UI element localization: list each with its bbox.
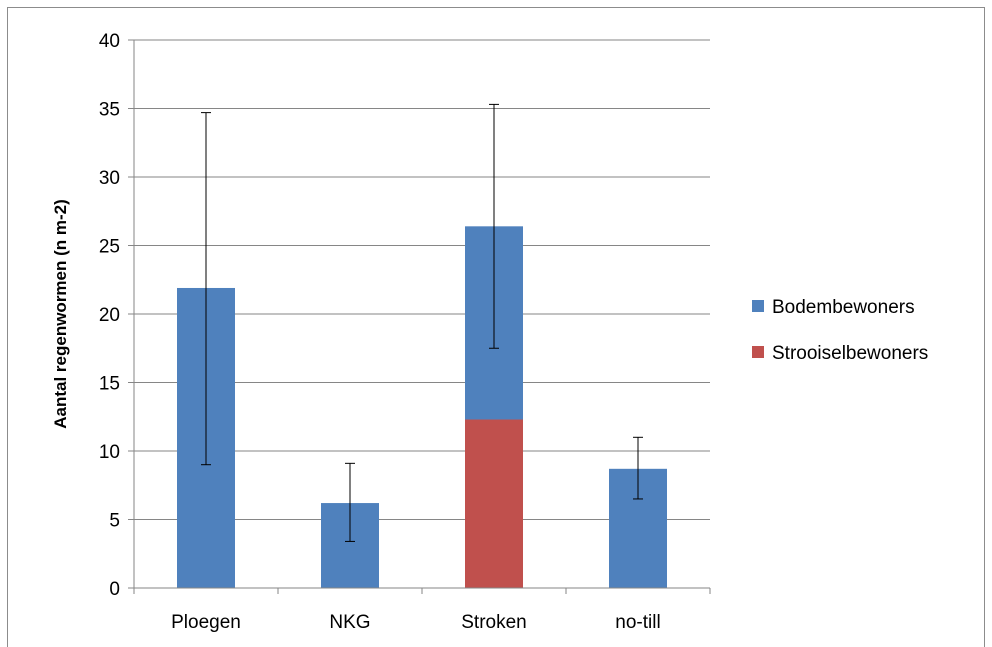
x-tick-labels: Ploegen NKG Stroken no-till (171, 612, 661, 633)
legend-item-bodembewoners: Bodembewoners (752, 297, 915, 318)
y-tick-labels: 0 5 10 15 20 25 30 35 40 (99, 31, 120, 600)
error-bars (201, 103, 643, 542)
y-tick-label-5: 5 (109, 511, 120, 532)
y-tick-label-25: 25 (99, 237, 120, 258)
legend-item-strooiselbewoners: Strooiselbewoners (752, 343, 928, 364)
bar-stroken-strooiselbewoners (465, 419, 523, 588)
y-tick-label-30: 30 (99, 168, 120, 189)
legend-swatch (752, 346, 764, 358)
y-tick-label-20: 20 (99, 305, 120, 326)
y-tick-label-35: 35 (99, 100, 120, 121)
y-axis-title: Aantal regenwormen (n m-2) (51, 199, 70, 429)
error-bar-nkg (345, 462, 355, 542)
x-tick-label-nkg: NKG (329, 612, 370, 633)
legend-label: Bodembewoners (772, 297, 915, 318)
x-tick-label-ploegen: Ploegen (171, 612, 241, 633)
y-tick-label-15: 15 (99, 374, 120, 395)
error-bar-stroken (489, 103, 499, 349)
error-bar-ploegen (201, 112, 211, 466)
legend: Bodembewoners Strooiselbewoners (752, 297, 928, 364)
y-tick-label-0: 0 (109, 579, 120, 600)
y-tick-label-10: 10 (99, 442, 120, 463)
error-bar-no-till (633, 436, 643, 500)
bars (177, 226, 667, 588)
x-tick-label-stroken: Stroken (461, 612, 526, 633)
x-tick-label-no-till: no-till (615, 612, 660, 633)
legend-label: Strooiselbewoners (772, 343, 928, 364)
y-tick-label-40: 40 (99, 31, 120, 52)
legend-swatch (752, 300, 764, 312)
axes (128, 39, 711, 594)
